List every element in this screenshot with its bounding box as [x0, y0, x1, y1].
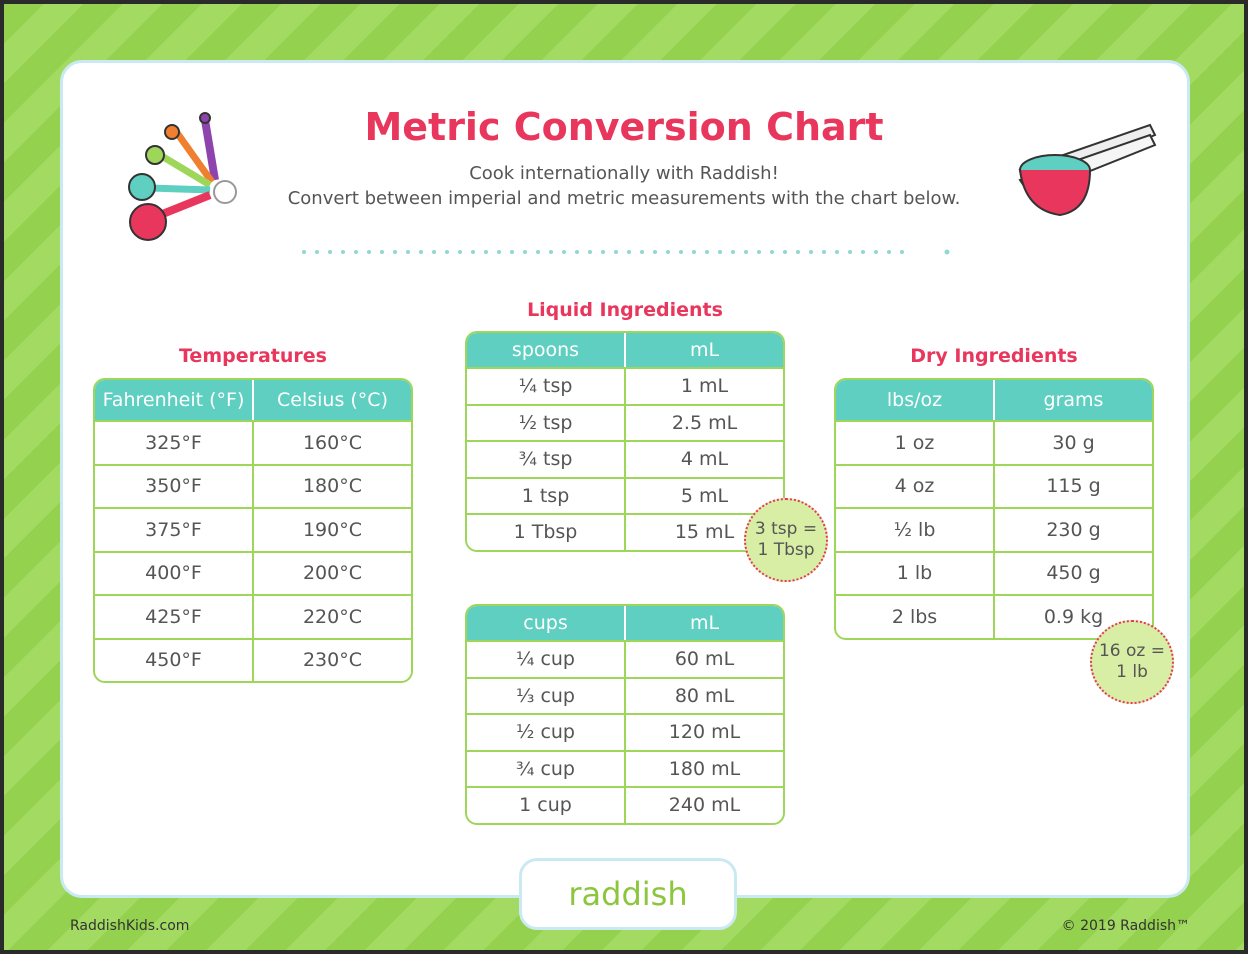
- header-cell: Fahrenheit (°F): [95, 380, 252, 420]
- header-cell: mL: [624, 333, 783, 367]
- table-cell: ½ tsp: [467, 406, 624, 441]
- table-cell: 180 mL: [624, 752, 783, 787]
- table-cell: 220°C: [252, 596, 411, 638]
- logo-text: raddish: [568, 875, 687, 913]
- header-cell: Celsius (°C): [252, 380, 411, 420]
- table-cell: 230 g: [993, 509, 1152, 551]
- note-text: 16 oz =: [1099, 641, 1165, 662]
- dotted-divider: [300, 246, 960, 258]
- table-cell: 1 oz: [836, 422, 993, 464]
- note-text: 1 lb: [1116, 662, 1148, 683]
- table-cell: 4 mL: [624, 442, 783, 477]
- logo: raddish: [519, 858, 737, 930]
- table-cell: ¾ cup: [467, 752, 624, 787]
- table-cell: 450 g: [993, 553, 1152, 595]
- table-cell: 450°F: [95, 640, 252, 682]
- note-text: 3 tsp =: [755, 519, 817, 540]
- table-cell: 350°F: [95, 466, 252, 508]
- table-cell: 240 mL: [624, 788, 783, 823]
- table-cell: 1 tsp: [467, 479, 624, 514]
- table-cell: 60 mL: [624, 642, 783, 677]
- table-cell: 200°C: [252, 553, 411, 595]
- header-cell: grams: [993, 380, 1152, 420]
- table-cell: ½ lb: [836, 509, 993, 551]
- title: Metric Conversion Chart: [0, 105, 1248, 149]
- footer-right: © 2019 Raddish™: [1062, 918, 1190, 934]
- table-cell: ½ cup: [467, 715, 624, 750]
- table-cell: 115 g: [993, 466, 1152, 508]
- header-cell: lbs/oz: [836, 380, 993, 420]
- table-cell: 30 g: [993, 422, 1152, 464]
- table-cell: 180°C: [252, 466, 411, 508]
- table-cell: 190°C: [252, 509, 411, 551]
- section-title: Liquid Ingredients: [465, 299, 785, 321]
- table-cell: ¼ tsp: [467, 369, 624, 404]
- table-cell: 160°C: [252, 422, 411, 464]
- section-title: Dry Ingredients: [834, 345, 1154, 367]
- table-cell: 80 mL: [624, 679, 783, 714]
- table-cell: ⅓ cup: [467, 679, 624, 714]
- note-text: 1 Tbsp: [757, 540, 814, 561]
- subtitle: Convert between imperial and metric meas…: [0, 188, 1248, 209]
- table-cell: 400°F: [95, 553, 252, 595]
- table-cell: ¼ cup: [467, 642, 624, 677]
- table-cell: 230°C: [252, 640, 411, 682]
- header-cell: cups: [467, 606, 624, 640]
- header-cell: mL: [624, 606, 783, 640]
- table-cell: 1 cup: [467, 788, 624, 823]
- table-cell: 425°F: [95, 596, 252, 638]
- subtitle: Cook internationally with Raddish!: [0, 163, 1248, 184]
- table-cell: 375°F: [95, 509, 252, 551]
- header-cell: spoons: [467, 333, 624, 367]
- table-cell: 2 lbs: [836, 596, 993, 638]
- table-cell: 2.5 mL: [624, 406, 783, 441]
- table-cell: 4 oz: [836, 466, 993, 508]
- table-cell: 1 Tbsp: [467, 515, 624, 550]
- table-cell: 325°F: [95, 422, 252, 464]
- note-badge: 16 oz =1 lb: [1090, 620, 1174, 704]
- table-cell: ¾ tsp: [467, 442, 624, 477]
- table-cell: 1 mL: [624, 369, 783, 404]
- section-title: Temperatures: [93, 345, 413, 367]
- note-badge: 3 tsp =1 Tbsp: [744, 498, 828, 582]
- header-row: Fahrenheit (°F)Celsius (°C): [95, 380, 411, 420]
- table-cell: 1 lb: [836, 553, 993, 595]
- footer-left: RaddishKids.com: [70, 918, 189, 934]
- table-cell: 120 mL: [624, 715, 783, 750]
